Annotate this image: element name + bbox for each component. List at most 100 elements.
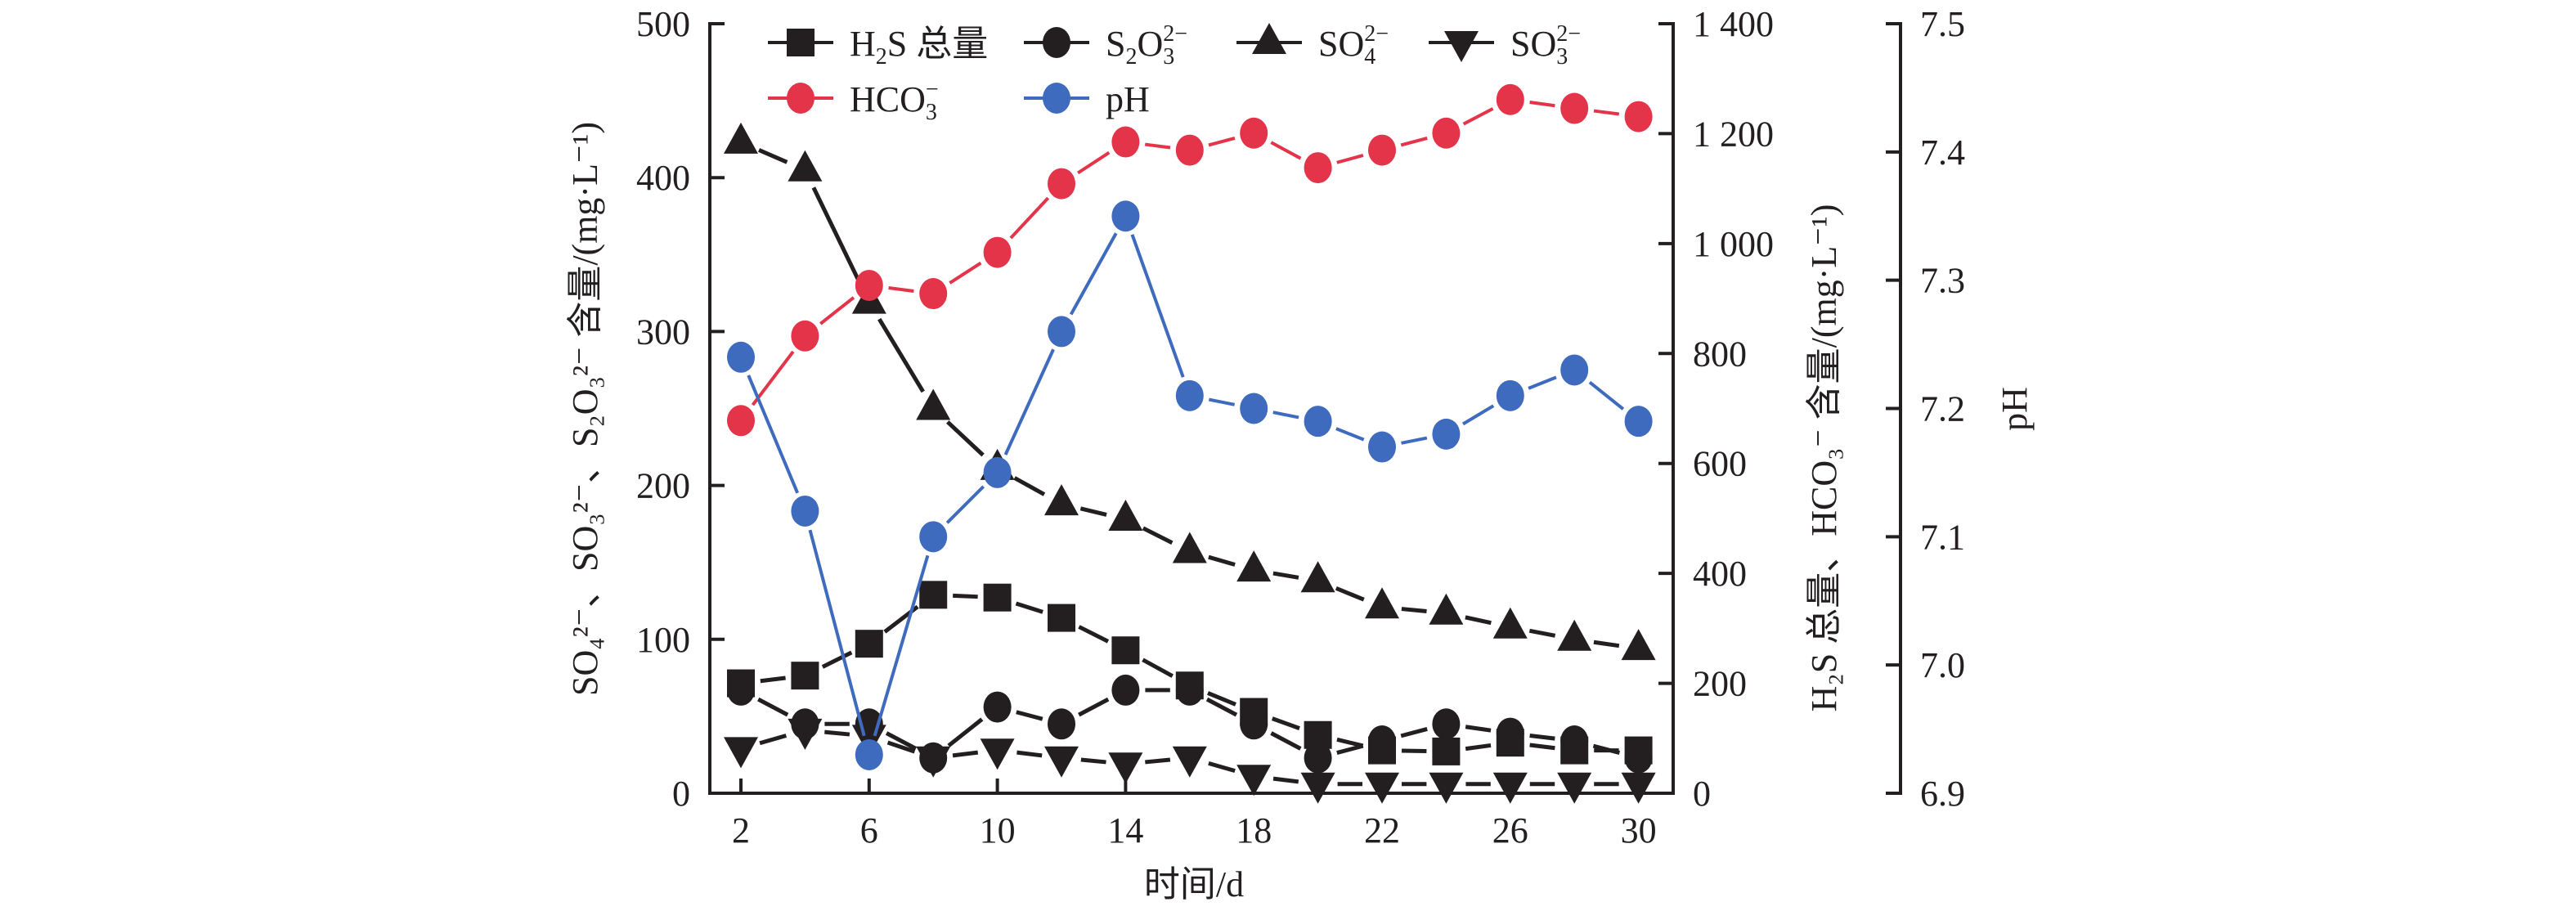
data-point bbox=[788, 718, 823, 750]
series-line-segment bbox=[1335, 427, 1365, 442]
series-line-segment bbox=[949, 261, 982, 285]
series-line-segment bbox=[1336, 154, 1364, 164]
series-line-segment bbox=[1465, 725, 1492, 733]
x-axis-tick-label: 26 bbox=[1492, 810, 1528, 850]
legend-item: SO32− bbox=[1429, 21, 1581, 70]
data-point bbox=[1432, 117, 1461, 149]
series-line-segment bbox=[945, 485, 985, 524]
legend-label: SO32− bbox=[1510, 21, 1581, 70]
series-line-segment bbox=[1078, 697, 1110, 717]
series-line-segment bbox=[1144, 142, 1171, 150]
data-point bbox=[1621, 629, 1656, 661]
series-line-segment bbox=[1272, 411, 1299, 420]
data-point bbox=[1172, 746, 1207, 778]
data-point bbox=[1560, 725, 1589, 757]
legend: H2S 总量 S2O32− SO42− SO32−HCO3− pH bbox=[768, 21, 1581, 125]
right-axis-title: H₂S 总量、HCO₃⁻ 含量/(mg·L⁻¹) bbox=[1804, 204, 1844, 712]
series-line-segment bbox=[1465, 615, 1492, 626]
data-point bbox=[1108, 752, 1143, 784]
axis-titles: 时间/d SO₄²⁻、SO₃²⁻、S₂O₃²⁻ 含量/(mg·L⁻¹) H₂S … bbox=[565, 122, 2035, 904]
legend-marker-icon bbox=[1043, 83, 1070, 114]
legend-marker-icon bbox=[1043, 27, 1070, 58]
series-line-segment bbox=[811, 186, 863, 286]
legend-label-part: SO bbox=[1510, 24, 1556, 64]
data-point bbox=[727, 674, 755, 706]
plot-area bbox=[724, 83, 1656, 804]
series-line-segment bbox=[808, 529, 866, 737]
data-point bbox=[1365, 587, 1399, 619]
right-axis-tick-label: 1 200 bbox=[1693, 114, 1774, 154]
left-axis-tick-label: 400 bbox=[636, 158, 690, 198]
series-line-segment bbox=[1461, 404, 1495, 426]
series-line-segment bbox=[1145, 757, 1171, 765]
series-line-segment bbox=[885, 731, 918, 751]
legend-label: SO42− bbox=[1318, 21, 1389, 70]
legend-label-part: H bbox=[850, 24, 876, 64]
data-point bbox=[1304, 742, 1332, 774]
x-axis-tick-label: 14 bbox=[1107, 810, 1143, 850]
axes: 0 100 200 300 400 500 0 200 400 600 800 1 000 1 200 1… bbox=[636, 4, 1965, 850]
series-line-segment bbox=[1592, 743, 1621, 756]
series-line-segment bbox=[1588, 380, 1625, 411]
data-point bbox=[916, 388, 951, 420]
data-point bbox=[1624, 742, 1653, 774]
data-point bbox=[1175, 379, 1204, 411]
data-point bbox=[1236, 765, 1272, 797]
data-point bbox=[1496, 379, 1524, 411]
series-line-segment bbox=[1400, 136, 1428, 147]
right-axis-tick-label: 600 bbox=[1693, 444, 1747, 484]
series-line-segment bbox=[1336, 743, 1364, 756]
data-point bbox=[1304, 152, 1332, 184]
series-line-segment bbox=[821, 650, 853, 669]
series-line-segment bbox=[1401, 436, 1428, 445]
series-3 bbox=[724, 718, 1656, 804]
data-point bbox=[727, 341, 755, 373]
series-line-segment bbox=[888, 286, 914, 293]
series-line-segment bbox=[877, 317, 925, 393]
series-line-segment bbox=[1078, 625, 1110, 644]
series-line-segment bbox=[824, 729, 850, 737]
data-point bbox=[1368, 134, 1396, 166]
series-line-segment bbox=[1271, 716, 1300, 730]
series-line-segment bbox=[1142, 657, 1174, 678]
series-line-segment bbox=[946, 420, 985, 457]
series-line-segment bbox=[1208, 761, 1236, 774]
data-point bbox=[791, 495, 819, 527]
legend-label-part: S bbox=[1106, 24, 1125, 64]
data-point bbox=[1496, 717, 1524, 749]
series-line-segment bbox=[1529, 743, 1555, 751]
series-5 bbox=[727, 200, 1653, 770]
data-point bbox=[1048, 708, 1075, 740]
data-point bbox=[1496, 83, 1524, 115]
series-line-segment bbox=[1009, 196, 1050, 240]
series-line-segment bbox=[751, 350, 795, 406]
data-point bbox=[1492, 607, 1528, 639]
series-line-segment bbox=[1208, 397, 1236, 406]
data-point bbox=[1044, 746, 1079, 778]
series-line-segment bbox=[1080, 757, 1106, 765]
data-point bbox=[1236, 550, 1272, 582]
left-axis-tick-label: 300 bbox=[636, 312, 690, 352]
x-axis-tick-label: 2 bbox=[732, 810, 750, 850]
legend-label-part: 2 bbox=[876, 44, 887, 70]
data-point bbox=[983, 583, 1012, 612]
left-axis-tick-label: 100 bbox=[636, 620, 690, 660]
series-line-segment bbox=[1205, 697, 1238, 717]
ph-axis-tick-label: 7.3 bbox=[1920, 261, 1965, 301]
data-point bbox=[1300, 561, 1335, 593]
data-point bbox=[788, 150, 823, 182]
data-point bbox=[983, 456, 1012, 488]
series-line-segment bbox=[1528, 375, 1557, 390]
legend-marker-icon bbox=[1252, 23, 1286, 54]
data-point bbox=[1304, 406, 1332, 438]
data-point bbox=[1560, 354, 1589, 386]
series-line-segment bbox=[947, 717, 984, 747]
data-point bbox=[919, 521, 948, 553]
series-line-segment bbox=[1529, 733, 1555, 741]
legend-marker-icon bbox=[1444, 31, 1479, 62]
series-line-segment bbox=[952, 750, 979, 758]
series-line-segment bbox=[953, 593, 978, 599]
series-4 bbox=[727, 83, 1653, 437]
legend-label-part: − bbox=[926, 77, 939, 102]
data-point bbox=[855, 269, 883, 301]
